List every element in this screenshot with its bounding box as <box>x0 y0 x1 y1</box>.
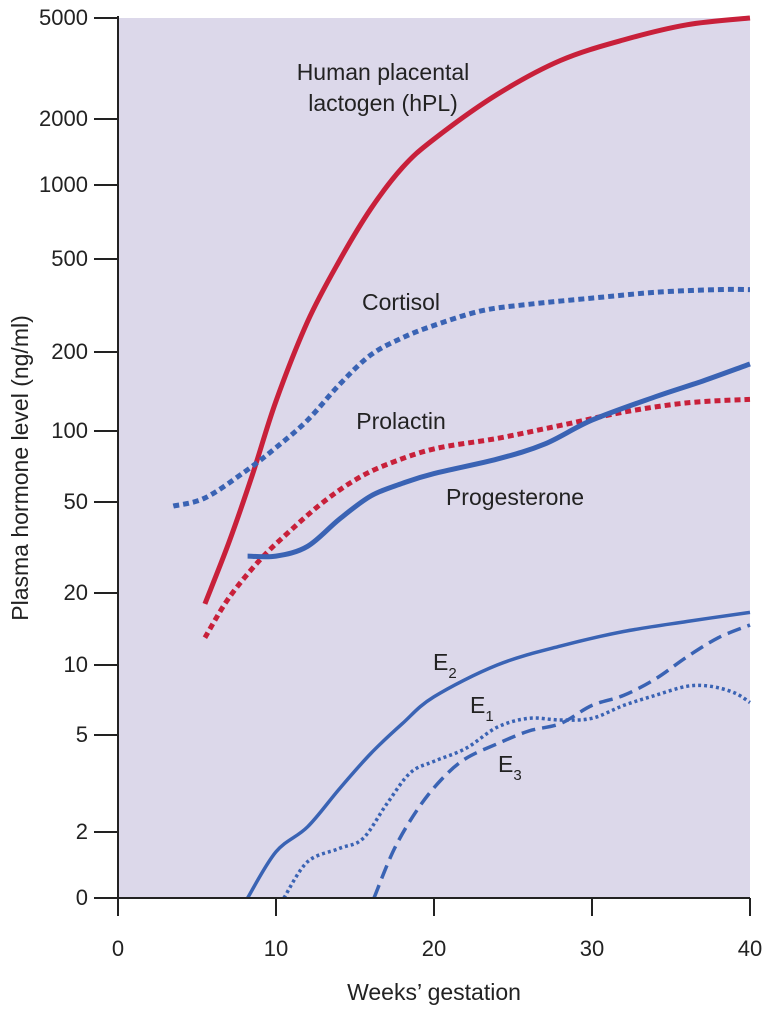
y-tick-label: 2000 <box>39 106 88 131</box>
series-line-e1 <box>282 683 751 899</box>
y-tick-label: 10 <box>64 652 88 677</box>
y-tick-label: 0 <box>76 885 88 910</box>
x-tick-label: 30 <box>580 936 604 961</box>
series-line-progesterone <box>247 361 751 560</box>
y-tick-label: 50 <box>64 489 88 514</box>
y-tick-label: 200 <box>51 339 88 364</box>
y-axis-title: Plasma hormone level (ng/ml) <box>7 315 33 621</box>
series-line-e3 <box>372 623 751 899</box>
series-line-e2 <box>246 610 751 899</box>
x-tick-label: 40 <box>738 936 762 961</box>
series-layer <box>172 15 751 899</box>
x-tick-label: 0 <box>112 936 124 961</box>
series-label-prolactin: Prolactin <box>356 408 445 434</box>
series-label-progesterone: Progesterone <box>446 484 584 510</box>
series-label-e3: E3 <box>498 751 522 784</box>
axes-layer: 0 2 5 10 20 50 100 200 500 1000 2000 5000 0 10 20 30 40 <box>39 5 762 961</box>
y-tick-label: 20 <box>64 580 88 605</box>
series-line-cortisol <box>172 286 751 509</box>
x-tick-label: 20 <box>422 936 446 961</box>
series-label-e2: E2 <box>433 649 457 682</box>
series-line-hpl <box>202 15 751 605</box>
y-tick-label: 2 <box>76 819 88 844</box>
series-label-e1: E1 <box>470 692 494 725</box>
x-tick-label: 10 <box>264 936 288 961</box>
y-tick-label: 500 <box>51 246 88 271</box>
y-tick-label: 5000 <box>39 5 88 30</box>
y-tick-label: 1000 <box>39 172 88 197</box>
series-label-hpl: Human placental <box>297 59 470 85</box>
x-axis-title: Weeks’ gestation <box>347 979 521 1005</box>
y-tick-label: 100 <box>51 418 88 443</box>
series-label-hpl: lactogen (hPL) <box>308 90 458 116</box>
series-labels: Human placental lactogen (hPL) Cortisol Pro… <box>297 59 584 784</box>
plot-background <box>118 18 750 898</box>
y-tick-label: 5 <box>76 722 88 747</box>
series-label-cortisol: Cortisol <box>362 289 440 315</box>
